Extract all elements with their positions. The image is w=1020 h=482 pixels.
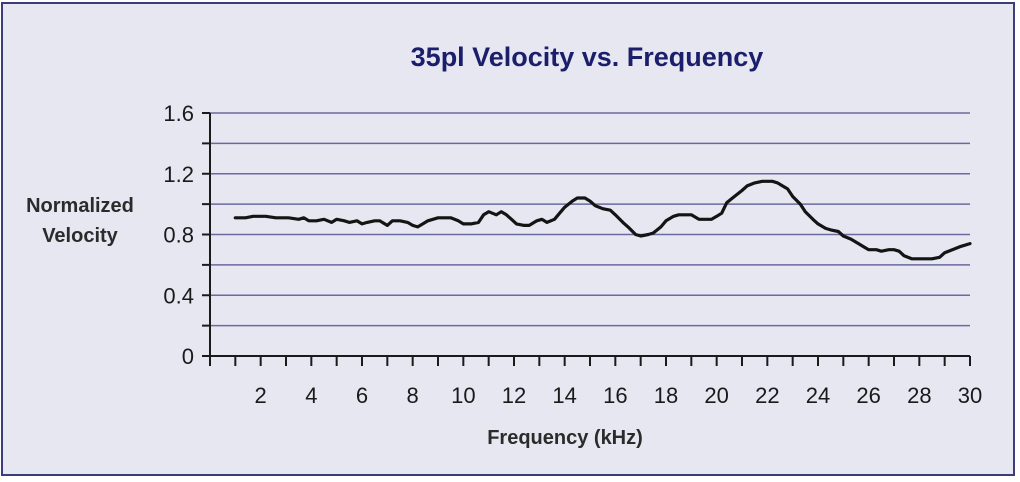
grid-lines xyxy=(210,112,970,327)
y-tick-label: 0.8 xyxy=(163,223,194,248)
x-tick-label: 8 xyxy=(407,383,419,408)
x-tick-label: 26 xyxy=(856,383,880,408)
y-axis-label-line-2: Velocity xyxy=(42,225,118,247)
x-tick-label: 28 xyxy=(907,383,931,408)
y-tick-label: 1.6 xyxy=(163,101,194,126)
x-tick-label: 30 xyxy=(958,383,982,408)
y-tick-label: 0.4 xyxy=(163,283,194,308)
x-axis-label: Frequency (kHz) xyxy=(487,427,643,449)
x-tick-label: 18 xyxy=(654,383,678,408)
x-tick-label: 12 xyxy=(502,383,526,408)
y-tick-label: 0 xyxy=(182,344,194,369)
x-tick-label: 14 xyxy=(552,383,576,408)
tick-labels: 00.40.81.21.62 4 6 8 10 12 14 16 18 20 22 24 26 28 30 xyxy=(163,101,982,408)
x-tick-label: 24 xyxy=(806,383,830,408)
x-tick-label: 16 xyxy=(603,383,627,408)
x-tick-label: 4 xyxy=(305,383,317,408)
chart-title: 35pl Velocity vs. Frequency xyxy=(411,42,764,72)
x-tick-label: 2 xyxy=(255,383,267,408)
y-tick-label: 1.2 xyxy=(163,162,194,187)
x-tick-label: 22 xyxy=(755,383,779,408)
x-tick-label: 10 xyxy=(451,383,475,408)
series-line-35pl xyxy=(233,179,972,261)
chart-frame xyxy=(1,2,1015,476)
y-axis-label-line-1: Normalized xyxy=(26,195,134,217)
x-tick-label: 20 xyxy=(704,383,728,408)
x-tick-label: 6 xyxy=(356,383,368,408)
series-group xyxy=(233,179,972,261)
axes xyxy=(202,112,971,366)
